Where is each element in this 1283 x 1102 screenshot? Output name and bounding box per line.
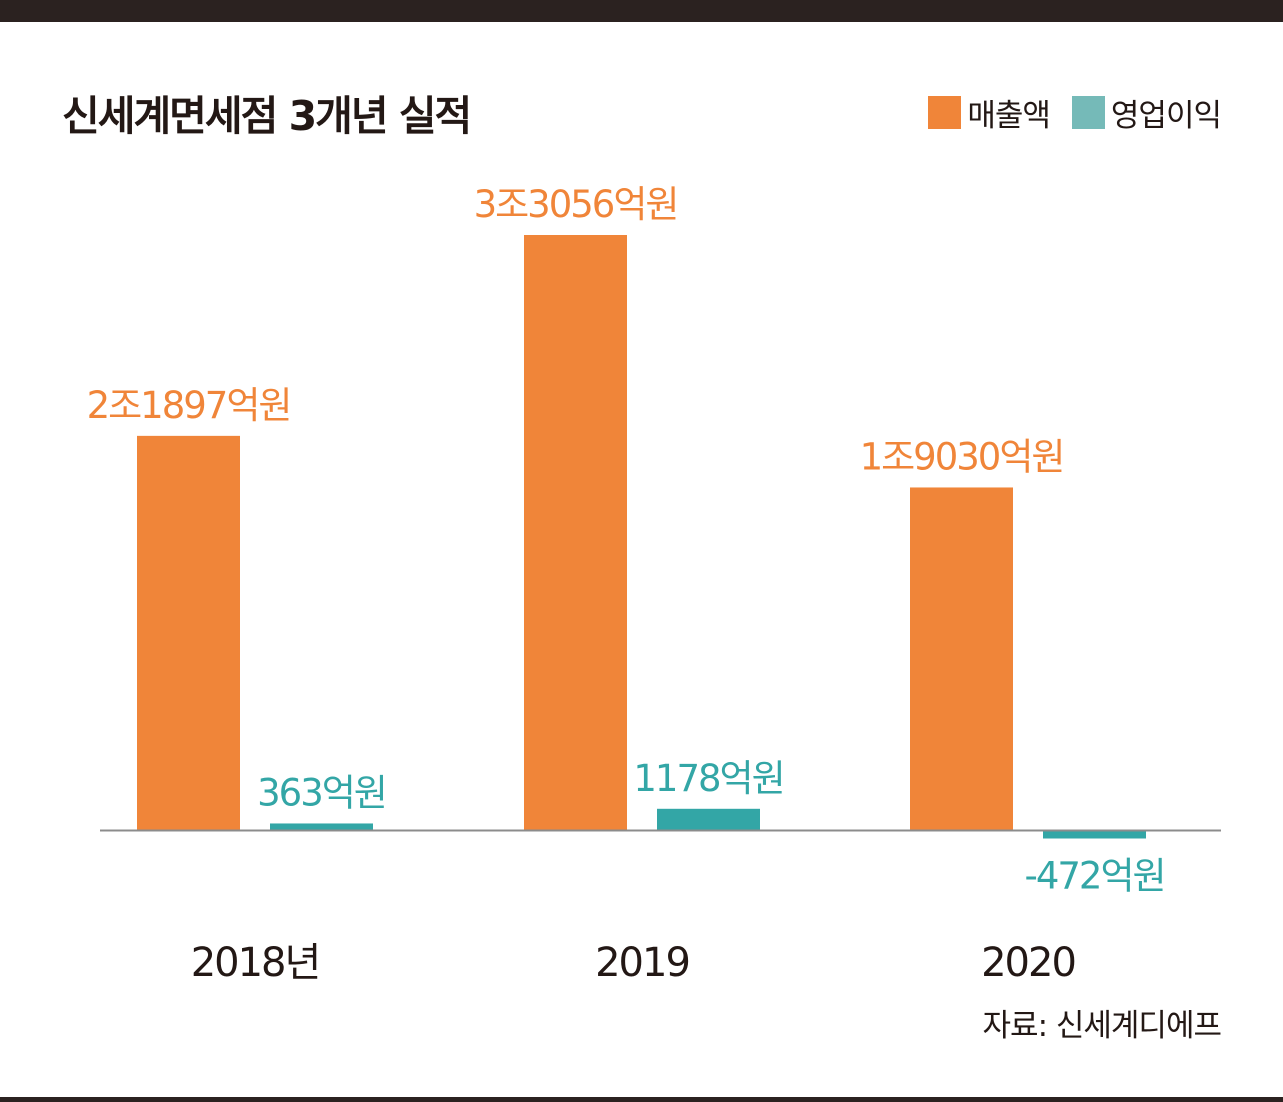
x-tick-label-2: 2020: [981, 940, 1075, 986]
legend-item-operating-profit: 영업이익: [1071, 90, 1222, 135]
x-tick-label-0: 2018년: [191, 940, 320, 986]
top-frame-bar: [0, 0, 1283, 22]
chart-title: 신세계면세점 3개년 실적: [62, 92, 472, 140]
data-label-revenue-2: 1조9030억원: [860, 435, 1064, 478]
data-label-operating-profit-0: 363억원: [257, 771, 386, 814]
legend-label-revenue: 매출액: [967, 98, 1051, 134]
legend-swatch-operating-profit: [1071, 96, 1105, 129]
source-note: 자료: 신세계디에프: [982, 1008, 1222, 1044]
bar-revenue-0: [137, 435, 240, 830]
data-label-revenue-1: 3조3056억원: [474, 183, 678, 226]
legend-label-operating-profit: 영업이익: [1110, 98, 1222, 134]
data-label-operating-profit-2: -472억원: [1024, 854, 1164, 897]
bar-operating-profit-0: [270, 823, 373, 830]
data-label-operating-profit-1: 1178억원: [633, 757, 783, 800]
bar-operating-profit-1: [657, 808, 760, 830]
legend: 매출액 영업이익: [906, 90, 1222, 135]
bar-revenue-2: [910, 487, 1013, 830]
bottom-frame-line: [0, 1097, 1283, 1102]
legend-item-revenue: 매출액: [928, 90, 1051, 135]
x-tick-label-1: 2019: [595, 940, 689, 986]
bar-operating-profit-2: [1043, 830, 1146, 839]
data-label-revenue-0: 2조1897억원: [87, 384, 291, 427]
bar-revenue-1: [524, 235, 627, 830]
legend-swatch-revenue: [928, 96, 962, 129]
